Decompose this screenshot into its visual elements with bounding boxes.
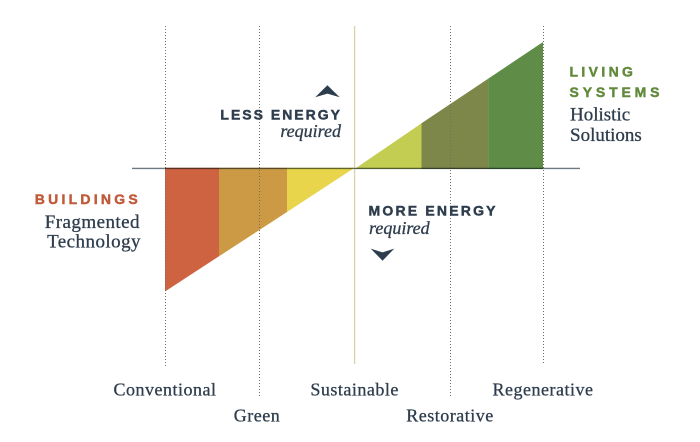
svg-text:Green: Green (234, 406, 280, 426)
svg-text:LESS ENERGY: LESS ENERGY (220, 107, 342, 123)
svg-text:Holistic: Holistic (570, 105, 630, 126)
svg-text:Regenerative: Regenerative (493, 380, 594, 400)
svg-text:BUILDINGS: BUILDINGS (35, 191, 141, 207)
svg-text:Solutions: Solutions (570, 125, 642, 146)
svg-text:Fragmented: Fragmented (45, 212, 140, 233)
svg-text:Technology: Technology (47, 231, 141, 252)
svg-text:SYSTEMS: SYSTEMS (570, 84, 664, 100)
svg-text:Conventional: Conventional (114, 380, 217, 400)
svg-text:LIVING: LIVING (570, 64, 637, 80)
svg-text:required: required (369, 218, 431, 238)
svg-text:Sustainable: Sustainable (310, 380, 399, 400)
svg-text:Restorative: Restorative (406, 406, 493, 426)
svg-text:MORE ENERGY: MORE ENERGY (369, 203, 498, 219)
svg-text:required: required (280, 121, 342, 141)
